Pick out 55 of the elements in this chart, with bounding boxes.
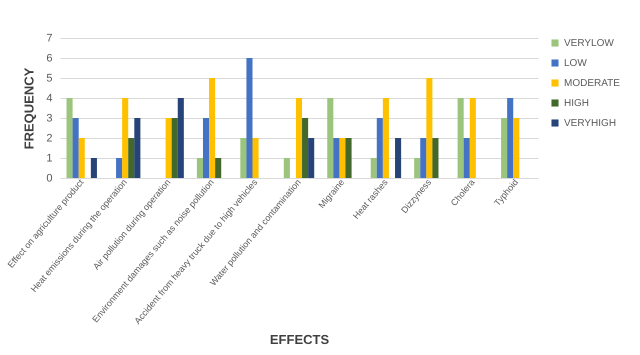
bar [382,98,389,178]
bar [240,138,246,178]
bar [327,98,334,178]
bar [78,138,85,178]
bar [339,138,346,178]
bar [426,78,432,178]
bar [284,158,290,178]
bar [302,118,308,178]
bar [128,138,134,178]
bar [72,118,79,178]
bar [246,58,253,178]
bar [178,98,184,178]
y-tick-label: 7 [46,32,52,44]
y-tick-label: 6 [46,52,52,64]
bar [166,118,172,178]
bar [66,98,73,178]
y-tick-label: 2 [46,132,52,144]
bar [215,158,222,178]
legend-label: VERYLOW [564,38,614,49]
bar [308,138,314,178]
bar [432,138,438,178]
bar [333,138,340,178]
y-axis-title: FREQUENCY [21,67,36,150]
bar [345,138,352,178]
bar [376,118,383,178]
bar [90,158,97,178]
bar [202,118,210,178]
y-tick-label: 1 [46,152,52,164]
bar [513,118,520,178]
bar [470,98,476,178]
bar [196,158,203,178]
y-tick-label: 0 [46,172,52,184]
legend-label: LOW [564,58,588,69]
bar [370,158,377,178]
bar [134,118,140,178]
bar [464,138,470,178]
bar [395,138,402,178]
legend-label: VERYHIGH [564,118,616,129]
legend-label: MODERATE [564,78,620,89]
bar [501,118,508,178]
y-tick-label: 3 [46,112,52,124]
bar [507,98,514,178]
x-axis-title: EFFECTS [270,332,330,347]
bar [122,98,128,178]
bar [414,158,420,178]
bar [420,138,426,178]
bar [209,78,216,178]
legend-label: HIGH [564,98,589,109]
bar [458,98,464,178]
bar [296,98,302,178]
bar [116,158,122,178]
bar [172,118,178,178]
y-tick-label: 5 [46,72,52,84]
y-tick-label: 4 [46,92,52,104]
bar [252,138,259,178]
